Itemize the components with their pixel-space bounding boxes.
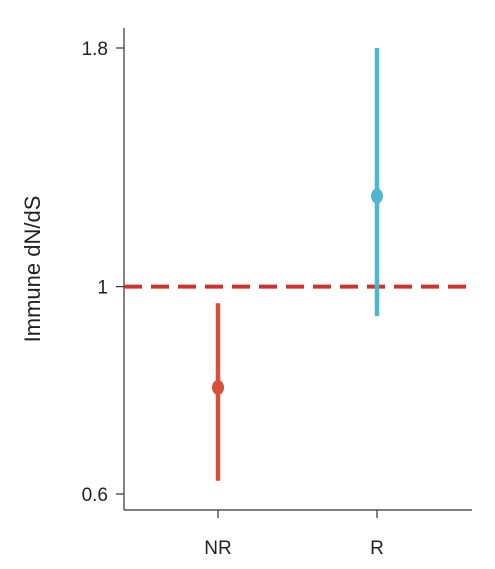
y-tick-label: 0.6	[82, 485, 108, 506]
point-estimate	[371, 188, 383, 204]
x-ticks: NR R	[204, 510, 384, 559]
point-estimate	[212, 379, 224, 395]
errorbar-nr	[212, 303, 224, 481]
y-tick-label: 1	[97, 278, 108, 299]
y-axis-title: Immune dN/dS	[20, 196, 45, 343]
points-group	[212, 48, 383, 481]
errorbar-r	[371, 48, 383, 317]
x-tick-label: NR	[204, 538, 231, 559]
y-tick-label: 1.8	[82, 39, 108, 60]
x-tick-label: R	[370, 538, 384, 559]
y-ticks: 0.6 1 1.8	[82, 39, 124, 506]
